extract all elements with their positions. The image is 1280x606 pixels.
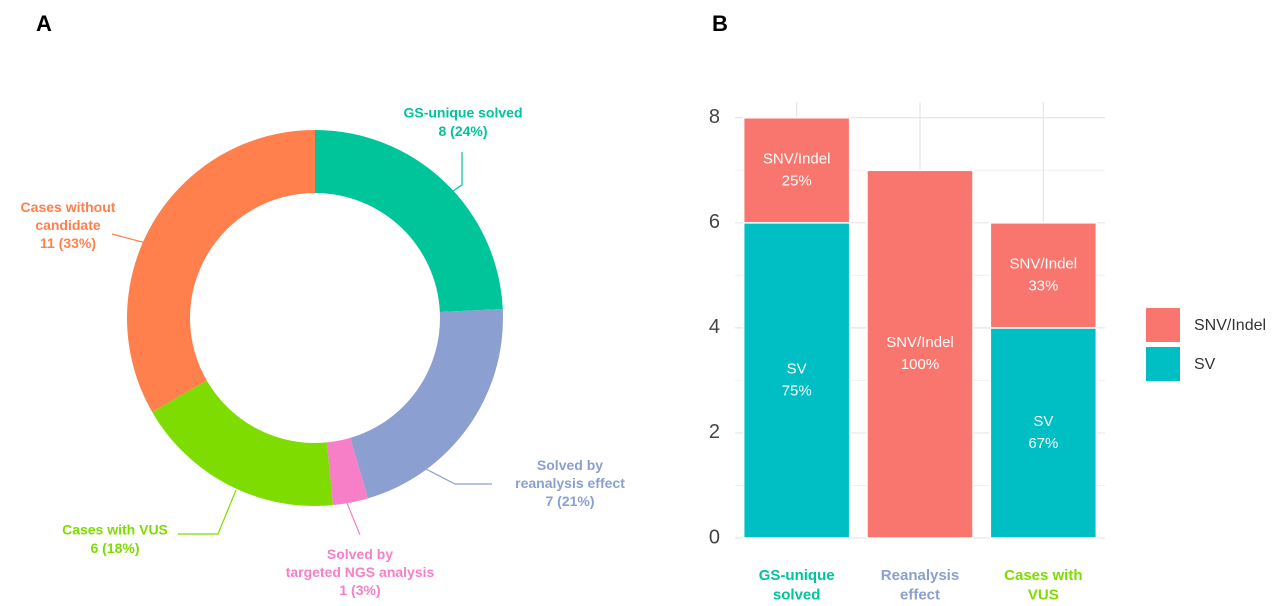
segment-label: GS-unique solved xyxy=(403,105,522,121)
segment-label: 100% xyxy=(901,356,939,373)
legend-swatch xyxy=(1146,347,1180,381)
bar-segment xyxy=(989,327,1098,539)
donut-segment xyxy=(350,309,503,499)
leader-line xyxy=(392,451,492,485)
bar-segment xyxy=(866,169,974,539)
leader-line xyxy=(178,489,237,535)
y-tick-label: 0 xyxy=(709,526,720,548)
segment-value-label: 7 (21%) xyxy=(545,493,594,509)
segment-label: Cases without candidate xyxy=(21,199,116,233)
segment-name: SNV/Indel xyxy=(763,150,831,167)
legend-swatch xyxy=(1146,308,1180,342)
segment-name: SNV/Indel xyxy=(1010,255,1078,272)
x-tick-label: GS-unique solved xyxy=(759,567,835,604)
y-tick-label: 2 xyxy=(709,421,720,443)
bar-segment xyxy=(742,222,851,539)
legend-label: SV xyxy=(1194,356,1216,373)
segment-name: SV xyxy=(1033,413,1053,430)
x-tick-label: Reanalysis effect xyxy=(881,567,959,604)
y-tick-label: 4 xyxy=(709,316,720,338)
y-tick-label: 8 xyxy=(709,106,720,128)
panel-label: A xyxy=(36,11,52,36)
bar-segment xyxy=(742,117,851,224)
y-tick-label: 6 xyxy=(709,211,720,233)
donut-segment xyxy=(326,437,368,506)
segment-label: 33% xyxy=(1028,277,1058,294)
donut-segment xyxy=(152,380,333,506)
donut-segment xyxy=(315,130,503,313)
leader-line xyxy=(111,233,147,244)
segment-label: Solved by reanalysis effect xyxy=(515,457,625,491)
leader-line xyxy=(344,497,361,536)
segment-label: Solved by targeted NGS analysis xyxy=(286,546,435,580)
segment-label: 25% xyxy=(782,172,812,189)
donut-segment xyxy=(127,130,315,412)
segment-label: 67% xyxy=(1028,435,1058,452)
legend-label: SNV/Indel xyxy=(1194,317,1266,334)
segment-name: SNV/Indel xyxy=(886,334,954,351)
leader-line xyxy=(449,152,463,194)
x-tick-label: Cases with VUS xyxy=(1004,567,1082,604)
segment-value-label: 11 (33%) xyxy=(40,235,96,251)
segment-label: Cases with VUS xyxy=(62,522,168,538)
segment-value-label: 8 (24%) xyxy=(438,123,487,139)
panel-label: B xyxy=(712,11,728,36)
segment-label: 75% xyxy=(782,382,812,399)
bar-segment xyxy=(989,222,1098,329)
segment-value-label: 6 (18%) xyxy=(90,540,139,556)
segment-value-label: 1 (3%) xyxy=(339,582,380,598)
segment-name: SV xyxy=(787,360,807,377)
